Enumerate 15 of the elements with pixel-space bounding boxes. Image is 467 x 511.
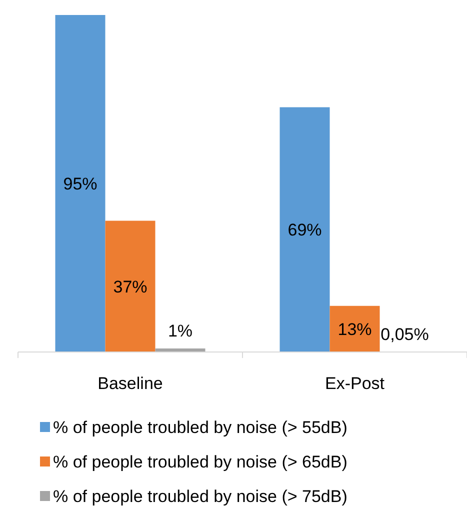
data-label: 0,05% [380, 324, 429, 344]
bar [280, 107, 330, 352]
data-label: 95% [63, 174, 98, 194]
x-tick-label: Ex-Post [324, 374, 385, 393]
data-label: 69% [288, 220, 322, 240]
bar [105, 220, 156, 352]
legend-label: % of people troubled by noise (> 75dB) [53, 487, 348, 506]
bar [55, 15, 106, 352]
bar [330, 306, 380, 352]
data-label: 13% [338, 320, 372, 339]
legend-label: % of people troubled by noise (> 55dB) [53, 418, 348, 437]
data-label: 37% [113, 277, 148, 296]
legend-label: % of people troubled by noise (> 65dB) [53, 452, 348, 472]
data-label: 1% [168, 321, 193, 340]
x-tick-label: Baseline [98, 374, 163, 393]
